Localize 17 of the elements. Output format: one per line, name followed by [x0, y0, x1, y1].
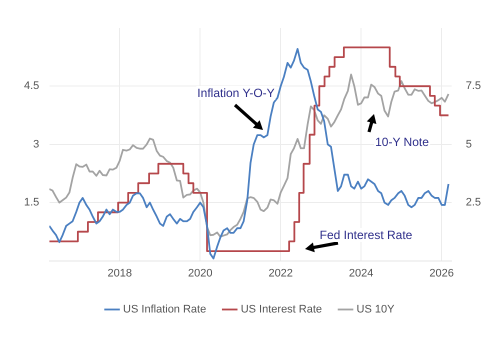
x-tick-label: 2026 [429, 267, 454, 280]
annotation: Fed Interest Rate [318, 228, 414, 242]
y-tick-label: 3 [33, 138, 40, 150]
annotation: 10-Y Note [374, 135, 430, 149]
y2-tick-label: 7.5 [466, 80, 482, 92]
y2-tick-label: 5 [466, 138, 472, 150]
y-tick-label: 4.5 [24, 80, 40, 92]
x-tick-label: 2022 [268, 267, 293, 280]
x-tick-label: 2018 [107, 267, 132, 280]
legend-label: US 10Y [356, 304, 396, 316]
x-tick-label: 2020 [188, 267, 212, 280]
x-tick-label: 2024 [348, 267, 374, 280]
legend-label: US Interest Rate [240, 304, 322, 316]
annotation: Inflation Y-O-Y [196, 86, 276, 100]
y-tick-label: 1.5 [24, 196, 40, 209]
y2-tick-label: 2.5 [466, 196, 482, 209]
legend-label: US Inflation Rate [123, 304, 206, 316]
